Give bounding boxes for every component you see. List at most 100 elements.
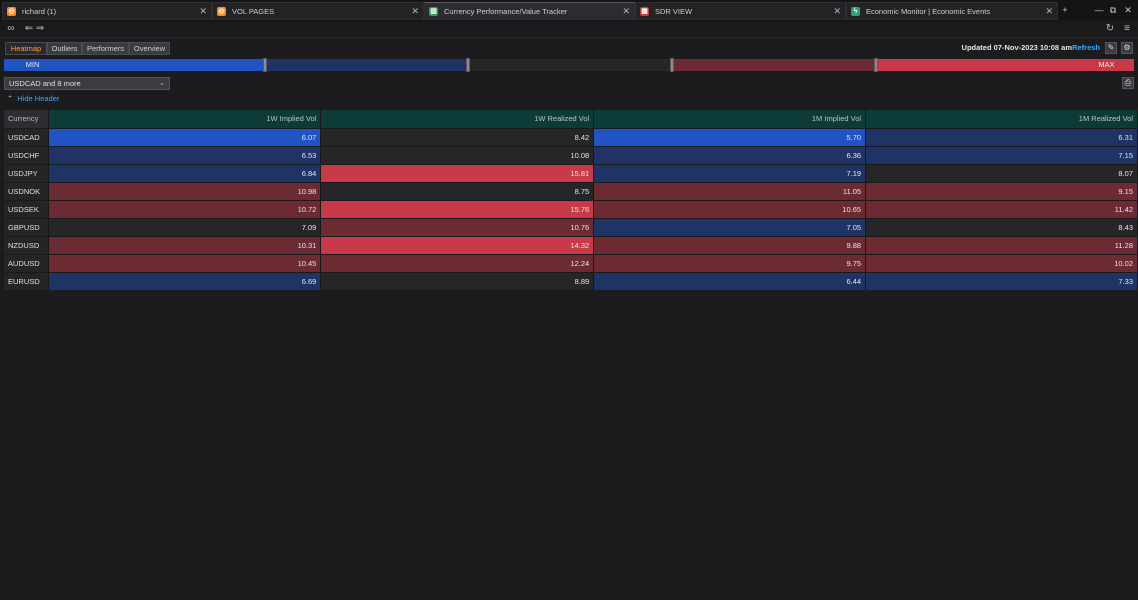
currency-filter-select[interactable]: USDCAD and 8 more ⌄ xyxy=(4,77,170,90)
legend-max-swatch xyxy=(1079,59,1134,71)
heat-cell[interactable]: 8.43 xyxy=(865,218,1138,237)
heat-cell[interactable]: 6.69 xyxy=(48,272,322,291)
close-icon[interactable]: ✕ xyxy=(833,6,841,16)
heat-cell[interactable]: 14.32 xyxy=(320,236,595,255)
row-currency-label: NZDUSD xyxy=(4,236,50,255)
heat-cell[interactable]: 6.53 xyxy=(48,146,322,165)
hide-header-label: Hide Header xyxy=(17,94,60,103)
heat-cell[interactable]: 6.31 xyxy=(865,128,1138,147)
table-row[interactable]: USDSEK 10.72 15.76 10.65 11.42 xyxy=(4,200,1138,219)
refresh-link[interactable]: Refresh xyxy=(1072,43,1100,52)
hamburger-menu-icon[interactable]: ≡ xyxy=(1124,23,1130,34)
close-window-button[interactable]: ✕ xyxy=(1124,5,1132,15)
table-row[interactable]: NZDUSD 10.31 14.32 9.88 11.28 xyxy=(4,236,1138,255)
row-currency-label: USDNOK xyxy=(4,182,50,201)
edit-button[interactable]: ✎ xyxy=(1105,42,1117,54)
heat-cell[interactable]: 6.84 xyxy=(48,164,322,183)
table-row[interactable]: USDCAD 6.07 8.42 5.70 6.31 xyxy=(4,128,1138,147)
app-icon: ◎ xyxy=(7,6,16,16)
heat-cell[interactable]: 15.76 xyxy=(320,200,595,219)
heat-cell[interactable]: 10.45 xyxy=(48,254,322,273)
heat-cell[interactable]: 9.88 xyxy=(593,236,867,255)
table-row[interactable]: USDCHF 6.53 10.08 6.36 7.15 xyxy=(4,146,1138,165)
close-icon[interactable]: ✕ xyxy=(622,6,630,16)
forward-arrow-icon[interactable]: ⇒ xyxy=(35,23,45,34)
heat-cell[interactable]: 10.76 xyxy=(320,218,595,237)
table-row[interactable]: USDNOK 10.98 8.75 11.05 9.15 xyxy=(4,182,1138,201)
heat-cell[interactable]: 6.36 xyxy=(593,146,867,165)
column-header-1m-realized-vol[interactable]: 1M Realized Vol xyxy=(865,110,1138,129)
heat-legend: MIN MAX xyxy=(4,58,1134,72)
heat-cell[interactable]: 11.28 xyxy=(865,236,1138,255)
tab-richard[interactable]: ◎ richard (1) ✕ xyxy=(2,2,212,20)
heat-cell[interactable]: 9.15 xyxy=(865,182,1138,201)
heat-cell[interactable]: 6.44 xyxy=(593,272,867,291)
heat-cell[interactable]: 6.07 xyxy=(48,128,322,147)
heat-cell[interactable]: 8.07 xyxy=(865,164,1138,183)
settings-button[interactable]: ⚙ xyxy=(1121,42,1133,54)
mode-performers[interactable]: Performers xyxy=(82,42,129,55)
close-icon[interactable]: ✕ xyxy=(411,6,419,16)
heat-cell[interactable]: 7.09 xyxy=(48,218,322,237)
table-row[interactable]: EURUSD 6.69 8.89 6.44 7.33 xyxy=(4,272,1138,291)
printer-icon: ⎙ xyxy=(1124,78,1132,87)
heat-cell[interactable]: 7.19 xyxy=(593,164,867,183)
print-button[interactable]: ⎙ xyxy=(1122,77,1134,89)
column-header-1w-implied-vol[interactable]: 1W Implied Vol xyxy=(48,110,322,129)
legend-mid xyxy=(468,59,672,71)
tab-currency-tracker[interactable]: ▥ Currency Performance/Value Tracker ✕ xyxy=(424,2,635,20)
heat-cell[interactable]: 10.08 xyxy=(320,146,595,165)
heat-cell[interactable]: 15.81 xyxy=(320,164,595,183)
mode-overview[interactable]: Overview xyxy=(129,42,170,55)
table-row[interactable]: USDJPY 6.84 15.81 7.19 8.07 xyxy=(4,164,1138,183)
tab-vol-pages[interactable]: ◎ VOL PAGES ✕ xyxy=(212,2,424,20)
heat-cell[interactable]: 10.65 xyxy=(593,200,867,219)
heat-cell[interactable]: 10.72 xyxy=(48,200,322,219)
heat-cell[interactable]: 10.98 xyxy=(48,182,322,201)
heat-cell[interactable]: 5.70 xyxy=(593,128,867,147)
grid-icon: ▦ xyxy=(640,6,649,16)
minimize-button[interactable]: — xyxy=(1094,5,1104,15)
tab-label: Currency Performance/Value Tracker xyxy=(444,6,568,16)
heat-cell[interactable]: 9.75 xyxy=(593,254,867,273)
heat-cell[interactable]: 11.05 xyxy=(593,182,867,201)
heat-cell[interactable]: 8.42 xyxy=(320,128,595,147)
reload-icon[interactable]: ↻ xyxy=(1105,23,1115,34)
close-icon[interactable]: ✕ xyxy=(1045,6,1053,16)
mode-heatmap[interactable]: Heatmap xyxy=(5,42,47,55)
link-icon[interactable]: ∞ xyxy=(7,23,15,34)
heat-cell[interactable]: 8.75 xyxy=(320,182,595,201)
heatmap-table: Currency 1W Implied Vol 1W Realized Vol … xyxy=(4,110,1138,291)
column-header-1w-realized-vol[interactable]: 1W Realized Vol xyxy=(320,110,595,129)
close-icon[interactable]: ✕ xyxy=(199,6,207,16)
legend-handle[interactable] xyxy=(263,58,267,72)
heat-cell[interactable]: 7.05 xyxy=(593,218,867,237)
heat-cell[interactable]: 7.15 xyxy=(865,146,1138,165)
new-tab-button[interactable]: + xyxy=(1062,5,1068,15)
updated-timestamp: Updated 07-Nov-2023 10:08 am xyxy=(961,43,1072,52)
legend-handle[interactable] xyxy=(466,58,470,72)
heat-cell[interactable]: 11.42 xyxy=(865,200,1138,219)
legend-handle[interactable] xyxy=(670,58,674,72)
legend-high xyxy=(672,59,876,71)
legend-handle[interactable] xyxy=(874,58,878,72)
heat-cell[interactable]: 10.02 xyxy=(865,254,1138,273)
column-header-currency[interactable]: Currency xyxy=(4,110,50,129)
mode-outliers[interactable]: Outliers xyxy=(47,42,82,55)
tab-label: SDR VIEW xyxy=(655,6,693,16)
tab-economic-monitor[interactable]: ϟ Economic Monitor | Economic Events ✕ xyxy=(846,2,1058,20)
lightning-icon: ϟ xyxy=(851,6,860,16)
heat-cell[interactable]: 8.89 xyxy=(320,272,595,291)
table-row[interactable]: AUDUSD 10.45 12.24 9.75 10.02 xyxy=(4,254,1138,273)
back-arrow-icon[interactable]: ⇐ xyxy=(24,23,34,34)
legend-min-swatch xyxy=(4,59,61,71)
heat-cell[interactable]: 7.33 xyxy=(865,272,1138,291)
column-header-1m-implied-vol[interactable]: 1M Implied Vol xyxy=(593,110,867,129)
tab-label: Economic Monitor | Economic Events xyxy=(866,6,991,16)
heat-cell[interactable]: 12.24 xyxy=(320,254,595,273)
table-row[interactable]: GBPUSD 7.09 10.76 7.05 8.43 xyxy=(4,218,1138,237)
hide-header-link[interactable]: ⌃ Hide Header xyxy=(7,94,59,103)
heat-cell[interactable]: 10.31 xyxy=(48,236,322,255)
restore-button[interactable]: ⧉ xyxy=(1109,5,1117,15)
tab-sdr-view[interactable]: ▦ SDR VIEW ✕ xyxy=(635,2,846,20)
